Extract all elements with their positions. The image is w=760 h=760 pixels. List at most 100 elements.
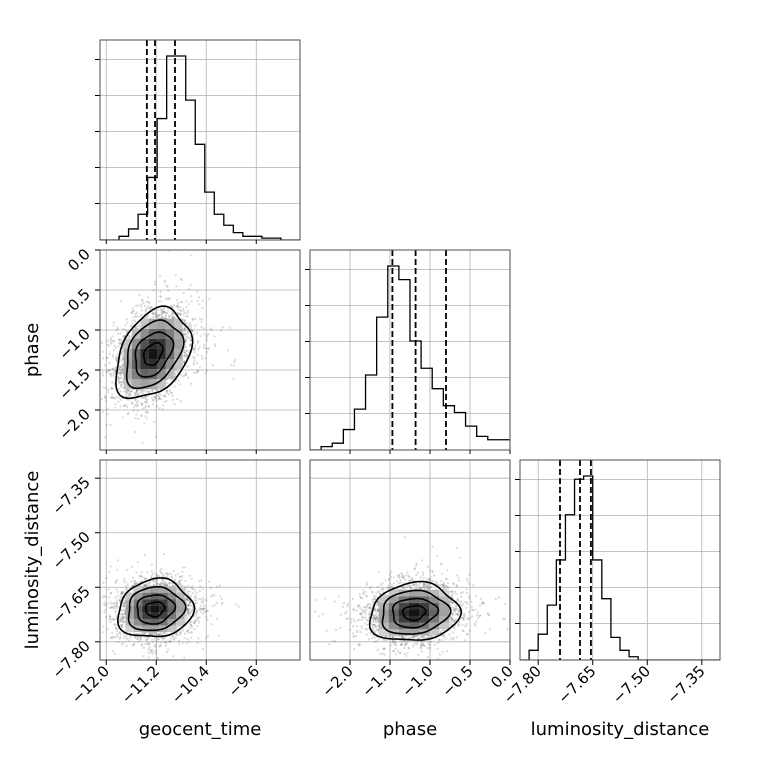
sample-point (126, 636, 129, 640)
sample-point (185, 617, 188, 620)
sample-point (110, 631, 114, 634)
sample-point (165, 284, 168, 287)
sample-point (114, 357, 117, 360)
sample-point (144, 584, 147, 587)
sample-point (96, 360, 98, 362)
sample-point (201, 357, 204, 360)
sample-point (143, 554, 147, 557)
sample-point (178, 580, 181, 583)
sample-point (167, 309, 170, 312)
sample-point (196, 353, 199, 357)
sample-point (184, 333, 187, 336)
sample-point (119, 371, 122, 374)
sample-point (154, 645, 157, 648)
sample-point (111, 606, 114, 609)
sample-point (159, 633, 162, 636)
sample-point (187, 628, 190, 632)
sample-point (169, 572, 172, 575)
sample-point (163, 280, 166, 284)
sample-point (195, 601, 198, 605)
sample-point (185, 349, 188, 352)
sample-point (130, 311, 133, 314)
sample-point (103, 395, 106, 398)
sample-point (128, 392, 131, 395)
sample-point (175, 298, 179, 302)
sample-point (183, 333, 186, 336)
sample-point (124, 581, 127, 584)
sample-point (145, 300, 148, 303)
sample-point (113, 623, 116, 626)
sample-point (178, 583, 181, 586)
sample-point (108, 372, 111, 375)
sample-point (158, 397, 161, 400)
sample-point (158, 396, 161, 399)
sample-point (117, 376, 120, 379)
sample-point (144, 411, 147, 414)
sample-point (162, 632, 166, 635)
sample-point (179, 383, 182, 386)
sample-point (122, 579, 125, 583)
sample-point (192, 363, 195, 366)
sample-point (112, 602, 115, 605)
sample-point (191, 318, 194, 321)
sample-point (165, 311, 169, 315)
sample-point (141, 402, 144, 405)
sample-point (119, 619, 122, 623)
sample-point (173, 372, 177, 375)
sample-point (192, 347, 196, 350)
sample-point (143, 389, 146, 392)
sample-point (110, 387, 113, 390)
sample-point (185, 613, 188, 616)
sample-point (140, 643, 143, 646)
sample-point (184, 328, 187, 331)
sample-point (109, 337, 112, 340)
sample-point (130, 401, 133, 404)
sample-point (126, 583, 129, 586)
sample-point (165, 389, 168, 392)
sample-point (217, 634, 220, 637)
sample-point (173, 385, 176, 388)
density-cell (140, 338, 149, 349)
sample-point (163, 636, 166, 639)
sample-point (125, 318, 128, 321)
sample-point (150, 575, 153, 578)
sample-point (111, 372, 114, 375)
sample-point (166, 297, 169, 300)
sample-point (115, 396, 119, 399)
sample-point (110, 396, 113, 399)
sample-point (215, 585, 219, 588)
sample-point (148, 301, 151, 305)
sample-point (168, 315, 171, 318)
sample-point (158, 396, 161, 400)
sample-point (201, 317, 204, 321)
sample-point (190, 329, 193, 332)
sample-point (109, 373, 112, 376)
sample-point (178, 580, 181, 583)
density-cell (165, 359, 175, 370)
sample-point (156, 314, 159, 317)
sample-point (124, 403, 128, 407)
sample-point (139, 389, 142, 392)
sample-point (171, 315, 174, 318)
sample-point (175, 305, 178, 308)
sample-point (132, 643, 135, 647)
sample-point (145, 390, 148, 393)
sample-point (193, 348, 196, 351)
sample-point (176, 370, 179, 373)
sample-point (117, 379, 120, 382)
sample-point (139, 303, 143, 306)
sample-point (94, 349, 96, 351)
sample-point (180, 300, 183, 304)
sample-point (158, 633, 161, 637)
sample-point (184, 599, 187, 602)
sample-point (124, 323, 127, 327)
sample-point (134, 326, 137, 329)
density-cell (123, 369, 133, 380)
sample-point (167, 640, 170, 643)
sample-point (186, 611, 189, 614)
sample-point (131, 322, 134, 325)
sample-point (119, 380, 122, 383)
panel-frame (99, 39, 301, 241)
sample-point (123, 610, 126, 613)
density-cell (148, 369, 158, 380)
